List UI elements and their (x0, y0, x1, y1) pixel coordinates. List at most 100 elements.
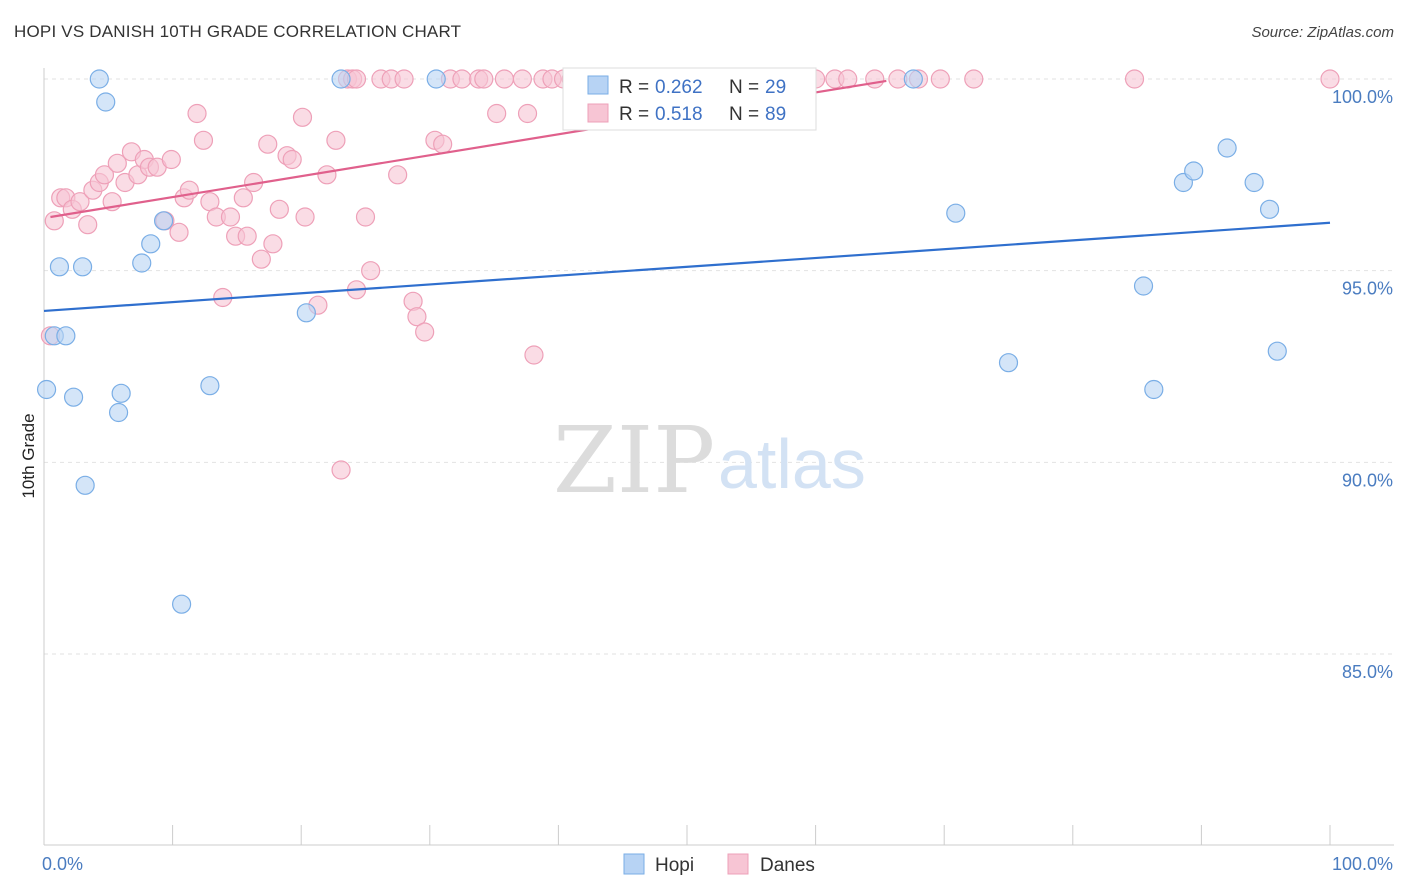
danes-point-30 (233, 188, 253, 208)
danes-point-23 (187, 103, 207, 124)
danes-point-55 (407, 307, 427, 327)
hopi-point-28 (1217, 138, 1237, 158)
danes-point-58 (433, 134, 453, 154)
stats-danes-r-label: R = (619, 104, 649, 125)
danes-point-56 (415, 322, 435, 342)
hopi-point-29 (1244, 172, 1264, 193)
danes-point-60 (452, 69, 472, 89)
chart-source: Source: ZipAtlas.com (1251, 24, 1394, 41)
legend-swatch-danes (727, 853, 749, 875)
danes-point-52 (388, 165, 408, 185)
hopi-point-24 (1133, 276, 1154, 296)
hopi-point-25 (1144, 379, 1164, 400)
hopi-point-31 (1267, 341, 1287, 361)
hopi-point-9 (108, 402, 129, 423)
danes-point-62 (474, 69, 494, 89)
danes-point-88 (930, 69, 950, 89)
danes-point-34 (258, 134, 278, 154)
danes-point-65 (512, 69, 532, 89)
danes-point-42 (317, 165, 337, 185)
danes-point-20 (169, 222, 189, 242)
tick-labels: 100.0% 95.0% 90.0% 85.0% 0.0% 100.0% (42, 87, 1393, 874)
stats-hopi-r-label: R = (619, 77, 649, 98)
legend-label-danes: Danes (760, 855, 815, 876)
danes-point-53 (394, 69, 414, 89)
hopi-point-0 (36, 379, 57, 400)
stats-danes-n-value: 89 (765, 104, 786, 125)
x-tick-label-0: 0.0% (42, 854, 83, 874)
hopi-point-2 (49, 257, 70, 277)
danes-point-11 (107, 153, 127, 173)
hopi-point-17 (331, 69, 351, 89)
hopi-point-11 (132, 253, 152, 273)
hopi-point-8 (96, 92, 116, 112)
danes-point-9 (94, 165, 115, 185)
danes-point-43 (326, 130, 346, 150)
y-axis-title: 10th Grade (19, 413, 38, 498)
danes-point-66 (517, 103, 538, 124)
danes-point-40 (295, 207, 315, 227)
watermark: ZIP atlas (553, 407, 866, 514)
hopi-point-15 (200, 376, 220, 396)
danes-point-28 (220, 207, 241, 227)
danes-point-64 (494, 69, 514, 89)
watermark-atlas: atlas (718, 425, 866, 503)
y-tick-label-1: 95.0% (1342, 279, 1393, 299)
series-legend: Hopi Danes (623, 853, 815, 876)
hopi-point-18 (426, 69, 446, 89)
hopi-point-12 (141, 234, 161, 254)
legend-swatch-hopi (623, 853, 645, 875)
y-tick-label-2: 90.0% (1342, 470, 1393, 490)
watermark-zip: ZIP (553, 407, 715, 514)
axes (43, 68, 1394, 846)
danes-point-35 (263, 234, 283, 254)
hopi-point-13 (153, 211, 174, 231)
hopi-point-7 (89, 69, 109, 89)
hopi-point-10 (111, 383, 131, 403)
hopi-point-5 (72, 257, 93, 277)
hopi-point-30 (1259, 199, 1280, 219)
series-hopi-points (36, 69, 1287, 614)
danes-point-19 (161, 149, 181, 170)
hopi-point-27 (1184, 161, 1204, 181)
danes-point-24 (193, 130, 214, 150)
legend-label-hopi: Hopi (655, 855, 694, 876)
danes-point-5 (70, 192, 90, 212)
chart-title: HOPI VS DANISH 10TH GRADE CORRELATION CH… (14, 22, 462, 41)
hopi-point-4 (63, 387, 84, 407)
danes-point-91 (1320, 69, 1340, 89)
danes-point-49 (361, 261, 381, 281)
stats-hopi-r-value: 0.262 (655, 77, 703, 98)
danes-point-89 (964, 69, 984, 89)
stats-danes-n-label: N = (729, 104, 759, 125)
x-tick-label-1: 100.0% (1332, 854, 1393, 874)
danes-point-33 (251, 249, 271, 269)
danes-point-31 (237, 226, 257, 246)
hopi-point-14 (172, 594, 192, 614)
stats-legend: R = 0.262 N = 29 R = 0.518 N = 89 (562, 67, 817, 131)
danes-point-67 (524, 345, 544, 365)
y-tick-label-0: 100.0% (1332, 87, 1393, 107)
stats-swatch-hopi (587, 75, 609, 95)
danes-point-46 (355, 207, 376, 227)
danes-point-38 (282, 149, 302, 170)
hopi-point-22 (946, 203, 966, 223)
danes-point-92 (331, 460, 351, 480)
stats-danes-r-value: 0.518 (655, 104, 703, 125)
hopi-point-3 (56, 326, 76, 346)
hopi-point-6 (75, 475, 95, 495)
danes-point-90 (1124, 69, 1145, 89)
hopi-point-16 (296, 303, 316, 323)
danes-point-36 (269, 199, 289, 219)
stats-swatch-danes (587, 103, 609, 123)
stats-hopi-n-label: N = (729, 77, 759, 98)
trend-line-hopi (43, 221, 1331, 313)
danes-point-6 (78, 215, 98, 235)
danes-point-63 (487, 103, 507, 124)
danes-point-39 (292, 107, 313, 127)
y-tick-label-3: 85.0% (1342, 662, 1393, 682)
hopi-point-21 (903, 69, 923, 89)
danes-point-85 (865, 69, 885, 89)
stats-hopi-n-value: 29 (765, 77, 786, 98)
